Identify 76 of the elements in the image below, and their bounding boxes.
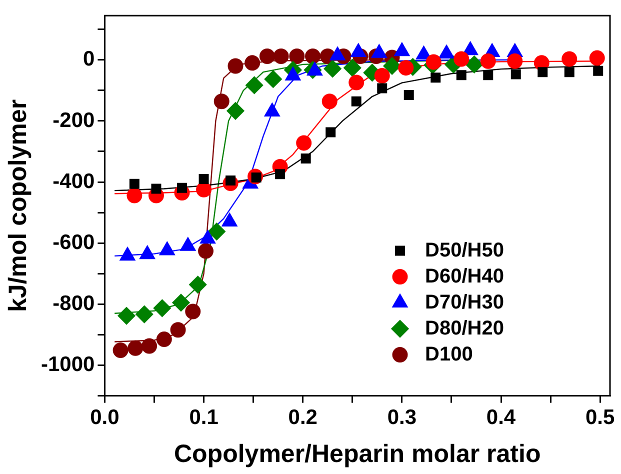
x-tick-label: 0.4 [486,406,516,430]
point [344,59,362,77]
legend-label: D70/H30 [425,291,504,314]
point [170,322,186,338]
point [142,338,158,354]
point [196,182,212,198]
point [136,306,154,324]
point [510,69,521,80]
y-axis-title: kJ/mol copolymer [4,99,32,312]
point [326,127,336,138]
point [129,178,140,189]
point [466,56,484,74]
x-tick-label: 0.1 [189,406,219,430]
point [456,70,466,80]
point [562,51,578,67]
point [226,102,244,120]
point [264,70,282,88]
legend-label: D80/H20 [425,317,504,340]
y-tick-label: -1000 [40,353,95,376]
point [214,94,230,110]
y-tick-label: -200 [52,108,95,132]
point [289,48,305,64]
point [589,50,605,66]
point [126,188,142,204]
y-tick-label: -400 [52,170,95,193]
point [198,243,214,259]
point [404,90,414,100]
point [483,70,494,80]
point [208,222,226,240]
point [118,307,136,325]
point [507,53,523,69]
point [128,340,144,356]
point [273,48,289,64]
x-axis-title: Copolymer/Heparin molar ratio [174,440,541,468]
point [322,94,338,110]
y-tick-label: -800 [52,292,95,315]
point [151,184,162,194]
point [246,76,264,94]
point [564,67,574,78]
x-tick-label: 0.2 [288,406,318,430]
point [351,96,362,106]
point [426,54,442,70]
point [377,83,388,94]
point [244,55,260,71]
point [430,72,441,83]
point [324,60,342,78]
point [398,60,414,76]
legend-label: D50/H50 [425,239,504,262]
legend-label: D60/H40 [425,265,504,288]
point [538,67,548,78]
x-tick-label: 0.3 [387,406,417,430]
point [176,182,187,193]
point [228,58,244,74]
point [275,169,286,180]
point [454,51,470,67]
y-tick-label: 0 [83,48,95,71]
point [198,174,209,184]
point [374,68,390,84]
legend-label: D100 [425,343,473,366]
point [300,154,311,164]
point [593,66,604,76]
point [305,48,321,64]
x-tick-label: 0.0 [90,406,120,430]
point [153,299,171,317]
point [185,304,201,320]
point [189,276,207,294]
point [156,332,172,348]
point [296,135,312,151]
point [383,57,401,75]
point [348,74,364,90]
point [112,342,128,358]
x-tick-label: 0.5 [585,406,616,430]
point [259,48,275,64]
point [172,294,190,312]
point [480,53,496,69]
y-tick-label: -600 [52,230,95,254]
